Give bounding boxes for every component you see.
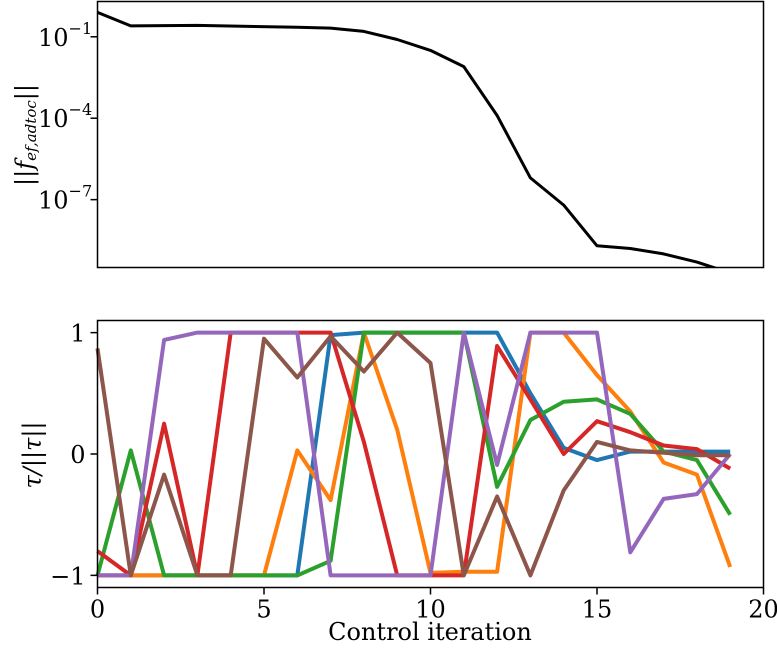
- top-ylabel-prefix: ||: [11, 170, 40, 186]
- top-panel-log-norm-plot: 10−1 10−4 10−7 ||fef,adtoc||: [11, 0, 765, 269]
- top-ytick-label: 10−7: [38, 182, 92, 215]
- bottom-series-line-4: [97, 330, 732, 578]
- top-ylabel: ||fef,adtoc||: [11, 84, 41, 186]
- bottom-series-line-2: [95, 330, 732, 578]
- bottom-series-group: [95, 330, 733, 578]
- top-ylabel-subscript: ef,adtoc: [22, 100, 40, 161]
- bottom-ylabel: τ/||τ||: [19, 422, 48, 489]
- bottom-series-line-0: [97, 330, 731, 578]
- bottom-ytick-label: −1: [50, 562, 85, 590]
- svg-text:||fef,adtoc||: ||fef,adtoc||: [11, 84, 41, 186]
- bottom-xtick-label: 15: [582, 596, 613, 624]
- bottom-series-line-3: [96, 330, 732, 578]
- bottom-ytick-label: 0: [70, 441, 85, 469]
- bottom-series-line-5: [95, 330, 731, 578]
- top-ytick-label: 10−1: [38, 19, 92, 52]
- bottom-ytick-label: 1: [70, 320, 85, 348]
- top-ylabel-suffix: ||: [11, 84, 40, 100]
- top-yticks: 10−1 10−4 10−7: [38, 19, 98, 215]
- bottom-xtick-label: 5: [256, 596, 271, 624]
- bottom-xlabel: Control iteration: [328, 618, 532, 646]
- top-axes-frame: [96, 0, 765, 269]
- bottom-xtick-label: 20: [748, 596, 777, 624]
- bottom-series-line-1: [97, 330, 733, 578]
- top-series-group: [97, 11, 719, 268]
- bottom-xtick-label: 10: [415, 596, 446, 624]
- bottom-xtick-label: 0: [90, 596, 105, 624]
- top-ytick-label: 10−4: [38, 100, 92, 133]
- top-series-line-0: [97, 11, 719, 268]
